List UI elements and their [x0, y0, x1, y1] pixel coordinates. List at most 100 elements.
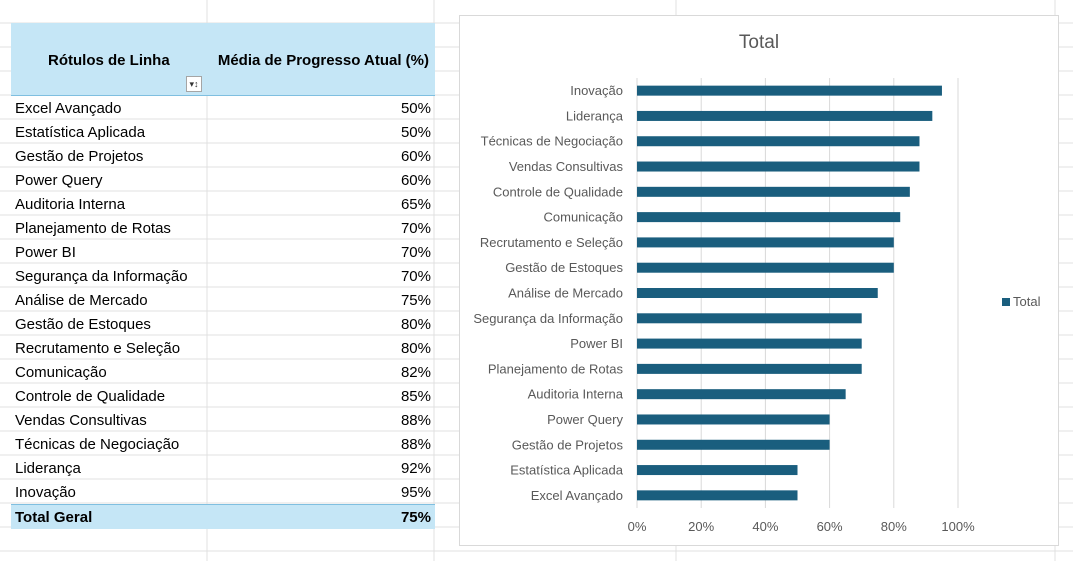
bar[interactable] [637, 262, 894, 273]
row-label: Comunicação [15, 364, 107, 381]
x-tick-label: 0% [628, 519, 647, 534]
table-row[interactable]: Planejamento de Rotas 70% [11, 216, 435, 240]
category-label: Recrutamento e Seleção [480, 235, 623, 250]
row-value: 75% [400, 292, 431, 309]
table-row[interactable]: Estatística Aplicada 50% [11, 120, 435, 144]
bar[interactable] [637, 363, 862, 374]
bar[interactable] [637, 186, 910, 197]
bar[interactable] [637, 212, 901, 223]
bar[interactable] [637, 237, 894, 248]
bar[interactable] [637, 136, 920, 147]
category-label: Gestão de Estoques [505, 260, 623, 275]
row-value: 70% [400, 220, 431, 237]
bar[interactable] [637, 389, 846, 400]
row-label: Análise de Mercado [15, 292, 148, 309]
table-row[interactable]: Vendas Consultivas 88% [11, 408, 435, 432]
bar[interactable] [637, 414, 830, 425]
row-value: 65% [400, 196, 431, 213]
x-tick-label: 60% [817, 519, 843, 534]
category-label: Estatística Aplicada [510, 463, 623, 478]
bar[interactable] [637, 288, 878, 298]
table-row[interactable]: Análise de Mercado 75% [11, 288, 435, 312]
row-label: Segurança da Informação [15, 268, 188, 285]
row-label: Inovação [15, 484, 76, 501]
row-label: Power BI [15, 244, 76, 261]
row-value: 60% [400, 172, 431, 189]
filter-sort-dropdown-icon[interactable]: ▾↕ [186, 76, 202, 92]
category-label: Excel Avançado [531, 488, 623, 503]
row-label: Técnicas de Negociação [15, 436, 180, 453]
category-label: Gestão de Projetos [512, 437, 624, 452]
category-label: Vendas Consultivas [509, 159, 624, 174]
row-label: Liderança [15, 460, 81, 477]
chart-legend[interactable]: Total [1002, 294, 1040, 309]
table-row[interactable]: Controle de Qualidade 85% [11, 384, 435, 408]
row-label: Gestão de Projetos [15, 148, 144, 165]
bar[interactable] [637, 490, 798, 501]
row-value: 88% [400, 436, 431, 453]
category-label: Comunicação [544, 210, 624, 225]
bar[interactable] [637, 439, 830, 450]
row-value: 60% [400, 148, 431, 165]
row-value: 80% [400, 340, 431, 357]
row-label: Controle de Qualidade [15, 388, 166, 405]
chart-plot: 0% 20% 40% 60% 80% 100% Inovação Liderança Técni… [473, 78, 975, 534]
grand-total-row[interactable]: Total Geral 75% [11, 504, 435, 529]
bar-chart[interactable]: Total 0% 20% 40% 60% 80% 100% Inovação Lideranç… [459, 15, 1059, 546]
row-label: Gestão de Estoques [15, 316, 151, 333]
bar[interactable] [637, 338, 862, 349]
category-label: Segurança da Informação [473, 311, 623, 326]
table-row[interactable]: Liderança 92% [11, 456, 435, 480]
grand-total-value: 75% [400, 509, 431, 526]
row-label: Excel Avançado [15, 100, 122, 117]
table-row[interactable]: Power BI 70% [11, 240, 435, 264]
table-row[interactable]: Power Query 60% [11, 168, 435, 192]
legend-key-swatch [1002, 297, 1010, 306]
category-label: Power BI [570, 336, 623, 351]
table-row[interactable]: Recrutamento e Seleção 80% [11, 336, 435, 360]
x-tick-label: 40% [752, 519, 778, 534]
row-value: 70% [400, 244, 431, 261]
bar[interactable] [637, 161, 920, 172]
bar[interactable] [637, 85, 942, 96]
table-row[interactable]: Técnicas de Negociação 88% [11, 432, 435, 456]
row-labels-header: Rótulos de Linha [48, 52, 170, 69]
category-label: Liderança [566, 108, 624, 123]
category-label: Análise de Mercado [508, 286, 623, 301]
pivot-table[interactable]: Rótulos de Linha Média de Progresso Atua… [11, 23, 435, 529]
row-label: Planejamento de Rotas [15, 220, 171, 237]
x-tick-label: 20% [688, 519, 714, 534]
row-value: 85% [400, 388, 431, 405]
table-row[interactable]: Segurança da Informação 70% [11, 264, 435, 288]
row-value: 88% [400, 412, 431, 429]
category-label: Técnicas de Negociação [481, 134, 623, 149]
row-value: 95% [400, 484, 431, 501]
row-label: Estatística Aplicada [15, 124, 146, 141]
bar[interactable] [637, 465, 798, 476]
x-tick-label: 100% [941, 519, 975, 534]
category-label: Planejamento de Rotas [488, 361, 624, 376]
table-row[interactable]: Gestão de Projetos 60% [11, 144, 435, 168]
row-value: 80% [400, 316, 431, 333]
row-label: Vendas Consultivas [15, 412, 147, 429]
row-label: Recrutamento e Seleção [15, 340, 181, 357]
x-tick-label: 80% [881, 519, 907, 534]
category-label: Auditoria Interna [528, 387, 624, 402]
table-row[interactable]: Inovação 95% [11, 480, 435, 504]
bar[interactable] [637, 110, 933, 121]
table-row[interactable]: Excel Avançado 50% [11, 96, 435, 120]
category-label: Power Query [547, 412, 623, 427]
chart-title: Total [738, 32, 780, 53]
row-value: 82% [400, 364, 431, 381]
row-label: Power Query [15, 172, 103, 189]
table-row[interactable]: Comunicação 82% [11, 360, 435, 384]
bar[interactable] [637, 313, 862, 324]
category-label: Inovação [570, 83, 623, 98]
category-label: Controle de Qualidade [493, 184, 623, 199]
row-value: 92% [400, 460, 431, 477]
pivot-header: Rótulos de Linha Média de Progresso Atua… [11, 23, 435, 96]
row-value: 50% [400, 100, 431, 117]
table-row[interactable]: Auditoria Interna 65% [11, 192, 435, 216]
average-progress-header: Média de Progresso Atual (%) [217, 52, 429, 69]
table-row[interactable]: Gestão de Estoques 80% [11, 312, 435, 336]
